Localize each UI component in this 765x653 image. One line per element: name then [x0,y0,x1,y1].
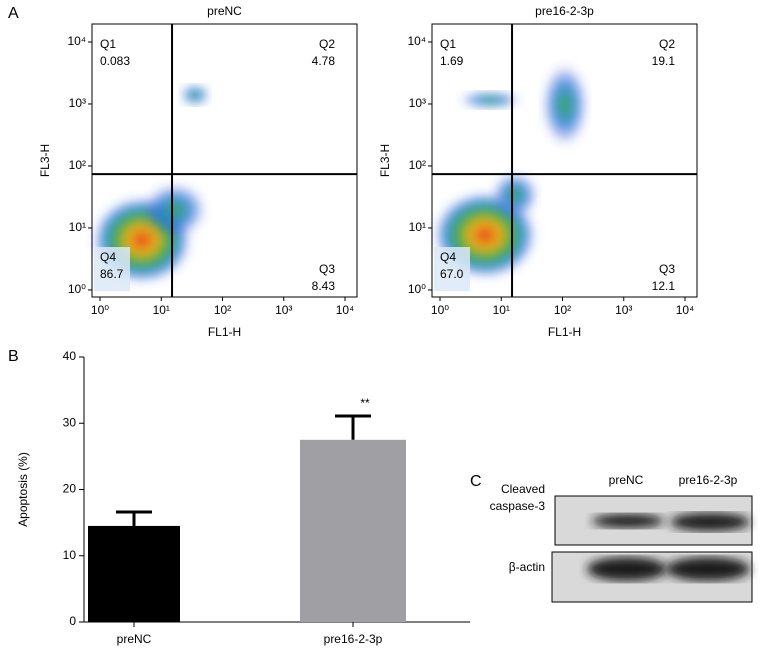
row-label: Cleaved [501,482,545,496]
density-cloud [181,85,209,105]
quadrant-name: Q4 [440,250,456,264]
quadrant-name: Q4 [100,250,116,264]
blot-band [670,513,750,531]
bar [88,525,180,622]
plot-title: pre16-2-3p [535,4,594,18]
row-label: caspase-3 [490,499,546,513]
x-tick-label: 10¹ [493,303,510,317]
panel-label: A [8,5,19,22]
quadrant-value: 86.7 [100,267,124,281]
quadrant-name: Q1 [440,37,456,51]
blot-band [666,557,750,581]
plot-frame [431,23,698,298]
y-tick-label: 10¹ [409,220,426,234]
x-tick-label: 10¹ [153,303,170,317]
y-axis-label: FL3-H [378,144,392,177]
panel-label: C [470,473,482,490]
density-cloud [460,92,520,108]
y-tick-label: 10³ [409,96,426,110]
quadrant-value: 1.69 [440,54,464,68]
y-tick-label: 10⁴ [407,34,426,48]
panel-label: B [8,348,19,365]
quadrant-name: Q2 [659,37,675,51]
quadrant-value: 4.78 [312,54,336,68]
y-tick-label: 0 [69,614,76,628]
q4-box [434,247,470,291]
quadrant-name: Q3 [659,262,675,276]
x-tick-label: 10⁰ [431,303,449,317]
x-tick-label: 10² [214,303,231,317]
x-axis-label: FL1-H [548,325,581,339]
density-cloud [493,173,537,217]
y-tick-label: 10⁰ [68,282,86,296]
quadrant-value: 67.0 [440,267,464,281]
plot-title: preNC [207,4,242,18]
quadrant-value: 8.43 [312,279,336,293]
y-tick-label: 10 [63,548,77,562]
lane-label: preNC [609,473,644,487]
y-tick-label: 30 [63,415,77,429]
x-axis-label: FL1-H [208,325,241,339]
x-tick-label: 10⁰ [91,303,109,317]
quadrant-value: 12.1 [652,279,676,293]
quadrant-name: Q1 [100,37,116,51]
y-tick-label: 10⁰ [408,282,426,296]
blot-band [592,514,664,528]
x-tick-label: 10² [554,303,571,317]
x-tick-label: 10³ [615,303,632,317]
quadrant-value: 0.083 [100,54,130,68]
x-tick-label: 10³ [275,303,292,317]
quadrant-name: Q2 [319,37,335,51]
blot-band [587,557,667,581]
y-tick-label: 10² [69,158,86,172]
quadrant-value: 19.1 [652,54,676,68]
quadrant-name: Q3 [319,262,335,276]
y-tick-label: 20 [63,482,77,496]
y-tick-label: 10¹ [69,220,86,234]
y-tick-label: 10³ [69,96,86,110]
density-cloud [543,65,587,145]
plot-frame [91,23,358,298]
density-cloud [145,184,205,236]
y-tick-label: 10² [409,158,426,172]
q4-box [94,247,130,291]
y-tick-label: 10⁴ [67,34,86,48]
y-axis-label: Apoptosis (%) [16,452,30,527]
row-label: β-actin [509,560,545,574]
y-axis-label: FL3-H [38,144,52,177]
lane-label: pre16-2-3p [679,473,738,487]
significance: ** [360,396,370,410]
x-tick-label: 10⁴ [336,303,355,317]
x-tick-label: 10⁴ [676,303,695,317]
y-tick-label: 40 [63,349,77,363]
x-tick-label: preNC [117,632,152,646]
x-tick-label: pre16-2-3p [324,632,383,646]
bar [300,439,406,622]
